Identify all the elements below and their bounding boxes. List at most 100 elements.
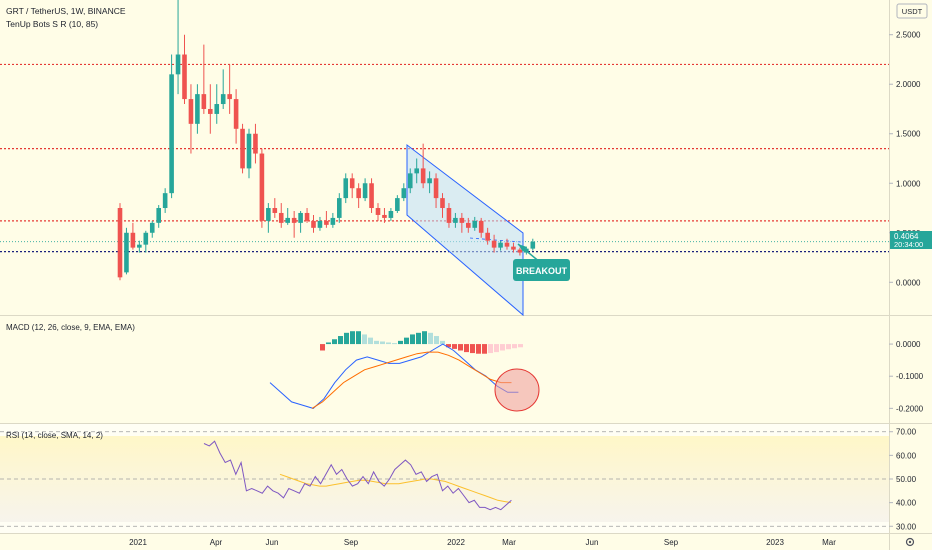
time-tick-label: 2023 [766, 538, 784, 547]
candle-body[interactable] [453, 217, 458, 223]
candle-body[interactable] [466, 222, 471, 228]
macd-tick-label: -0.2000 [896, 404, 924, 413]
candle-body[interactable] [156, 208, 161, 223]
candle-body[interactable] [478, 220, 484, 233]
candle-body[interactable] [395, 198, 400, 211]
candle-body[interactable] [220, 94, 226, 105]
candle-body[interactable] [317, 220, 323, 228]
price-badge-bg [890, 231, 932, 249]
macd-histogram-bar [320, 344, 325, 351]
symbol-title[interactable]: GRT / TetherUS, 1W, BINANCE [6, 6, 126, 16]
candle-body[interactable] [369, 183, 374, 209]
candle-body[interactable] [298, 212, 303, 223]
macd-histogram-bar [362, 334, 367, 345]
candle-body[interactable] [375, 208, 381, 215]
candle-body[interactable] [401, 188, 407, 199]
time-tick-label: Mar [502, 538, 516, 547]
candle-body[interactable] [137, 244, 142, 248]
candle-body[interactable] [362, 183, 368, 199]
candle-body[interactable] [124, 232, 129, 273]
signal-line [311, 351, 512, 409]
candle-body[interactable] [511, 246, 516, 250]
candle-body[interactable] [272, 208, 278, 213]
candle-body[interactable] [356, 188, 361, 199]
candle-body[interactable] [324, 220, 329, 225]
candle-body[interactable] [162, 193, 168, 209]
candle-body[interactable] [530, 241, 536, 249]
candle-body[interactable] [285, 217, 290, 223]
candle-body[interactable] [337, 198, 342, 218]
candle-body[interactable] [175, 54, 181, 75]
candle-body[interactable] [188, 99, 194, 124]
price-panel-bg [0, 0, 889, 315]
gear-icon[interactable] [905, 537, 915, 547]
candle-body[interactable] [498, 242, 503, 248]
candle-body[interactable] [253, 133, 258, 154]
candle-body[interactable] [278, 212, 284, 223]
macd-title[interactable]: MACD (12, 26, close, 9, EMA, EMA) [6, 323, 135, 332]
candles[interactable] [117, 0, 536, 281]
candle-body[interactable] [446, 208, 452, 223]
macd-histogram-bar [434, 336, 439, 345]
candle-body[interactable] [485, 232, 490, 241]
candle-body[interactable] [214, 104, 220, 114]
candle-body[interactable] [169, 74, 174, 194]
candle-body[interactable] [149, 222, 155, 233]
candle-body[interactable] [459, 217, 465, 223]
time-tick-label: Apr [210, 538, 223, 547]
time-tick-label: Sep [664, 538, 679, 547]
candle-body[interactable] [201, 94, 207, 109]
candle-body[interactable] [330, 217, 336, 225]
macd-histogram-bar [458, 344, 463, 351]
macd-histogram-bar [440, 340, 445, 345]
candle-body[interactable] [130, 232, 136, 248]
candle-body[interactable] [433, 178, 439, 199]
currency-button-frame[interactable] [896, 3, 928, 19]
macd-axis-ticks[interactable]: 0.0000 -0.1000 -0.2000 [889, 340, 924, 413]
candle-body[interactable] [491, 240, 497, 248]
macd-histogram-bar [470, 344, 475, 354]
indicator-legend[interactable]: TenUp Bots S R (10, 85) [6, 19, 98, 29]
candle-body[interactable] [182, 54, 187, 100]
currency-button[interactable]: USDT [896, 3, 928, 19]
candle-body[interactable] [266, 208, 271, 221]
candle-body[interactable] [259, 153, 265, 221]
candle-body[interactable] [504, 242, 510, 247]
candle-body[interactable] [382, 214, 387, 218]
candle-body[interactable] [304, 212, 310, 221]
rsi-tick-label: 50.00 [896, 475, 917, 484]
candle-body[interactable] [343, 178, 349, 199]
candle-body[interactable] [143, 232, 149, 245]
candle-body[interactable] [517, 249, 523, 253]
candle-body[interactable] [208, 108, 213, 114]
macd-histogram-bar [482, 344, 487, 354]
rsi-axis-ticks[interactable]: 70.00 60.00 50.00 40.00 30.00 [889, 428, 917, 532]
candle-body[interactable] [472, 220, 478, 228]
candle-body[interactable] [291, 217, 297, 223]
candle-body[interactable] [407, 173, 413, 189]
candle-body[interactable] [233, 99, 239, 129]
candle-body[interactable] [420, 168, 426, 184]
time-axis-ticks[interactable]: 2021 Apr Jun Sep 2022 Jun Sep 2023 Mar Mar [129, 538, 836, 547]
candle-body[interactable] [117, 208, 123, 278]
candle-body[interactable] [246, 133, 252, 169]
candle-body[interactable] [195, 94, 200, 124]
candle-body[interactable] [414, 168, 419, 174]
price-tick-label: 1.5000 [896, 130, 921, 139]
candle-body[interactable] [440, 198, 445, 209]
candle-body[interactable] [311, 220, 316, 228]
candle-body[interactable] [227, 94, 232, 100]
candle-body[interactable] [349, 178, 355, 189]
macd-crossover-highlight[interactable] [494, 368, 540, 412]
breakout-callout[interactable]: BREAKOUT [513, 243, 570, 281]
price-tick-label: 0.0000 [896, 278, 921, 287]
currency-label: USDT [902, 7, 923, 16]
macd-histogram-bar [428, 332, 433, 345]
macd-histogram-bar [338, 336, 343, 345]
rsi-title[interactable]: RSI (14, close, SMA, 14, 2) [6, 431, 103, 440]
candle-body[interactable] [427, 178, 432, 184]
candle-body[interactable] [240, 128, 245, 169]
candle-body[interactable] [388, 210, 394, 218]
